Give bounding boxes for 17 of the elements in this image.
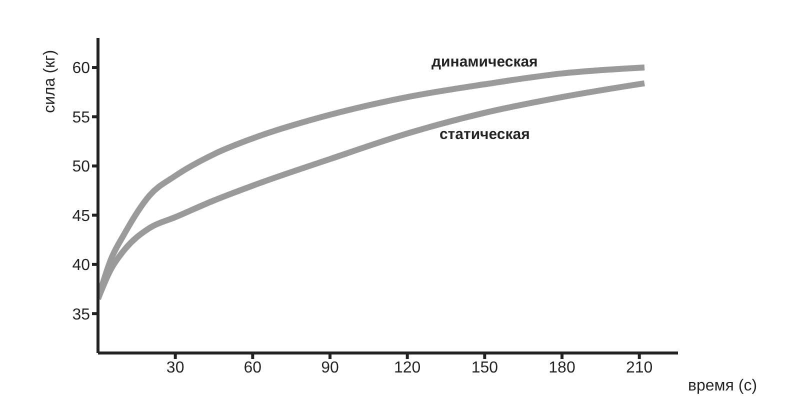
y-tick-label: 40 xyxy=(72,257,90,274)
x-tick-label: 90 xyxy=(321,359,339,376)
series-label: статическая xyxy=(439,126,530,143)
y-axis-title: сила (кг) xyxy=(41,50,58,113)
x-tick-label: 180 xyxy=(548,359,576,376)
series-label: динамическая xyxy=(432,53,538,70)
x-axis-title: время (с) xyxy=(688,378,758,395)
y-tick-label: 60 xyxy=(72,60,90,78)
y-tick-label: 50 xyxy=(72,158,90,176)
y-tick-label: 55 xyxy=(72,109,90,126)
y-tick-label: 35 xyxy=(72,306,90,324)
x-tick-label: 150 xyxy=(471,359,498,376)
x-tick-label: 120 xyxy=(394,359,421,376)
x-tick-label: 30 xyxy=(166,359,184,376)
y-tick-label: 45 xyxy=(72,208,90,225)
x-tick-label: 210 xyxy=(626,359,653,376)
x-tick-label: 60 xyxy=(244,359,262,376)
